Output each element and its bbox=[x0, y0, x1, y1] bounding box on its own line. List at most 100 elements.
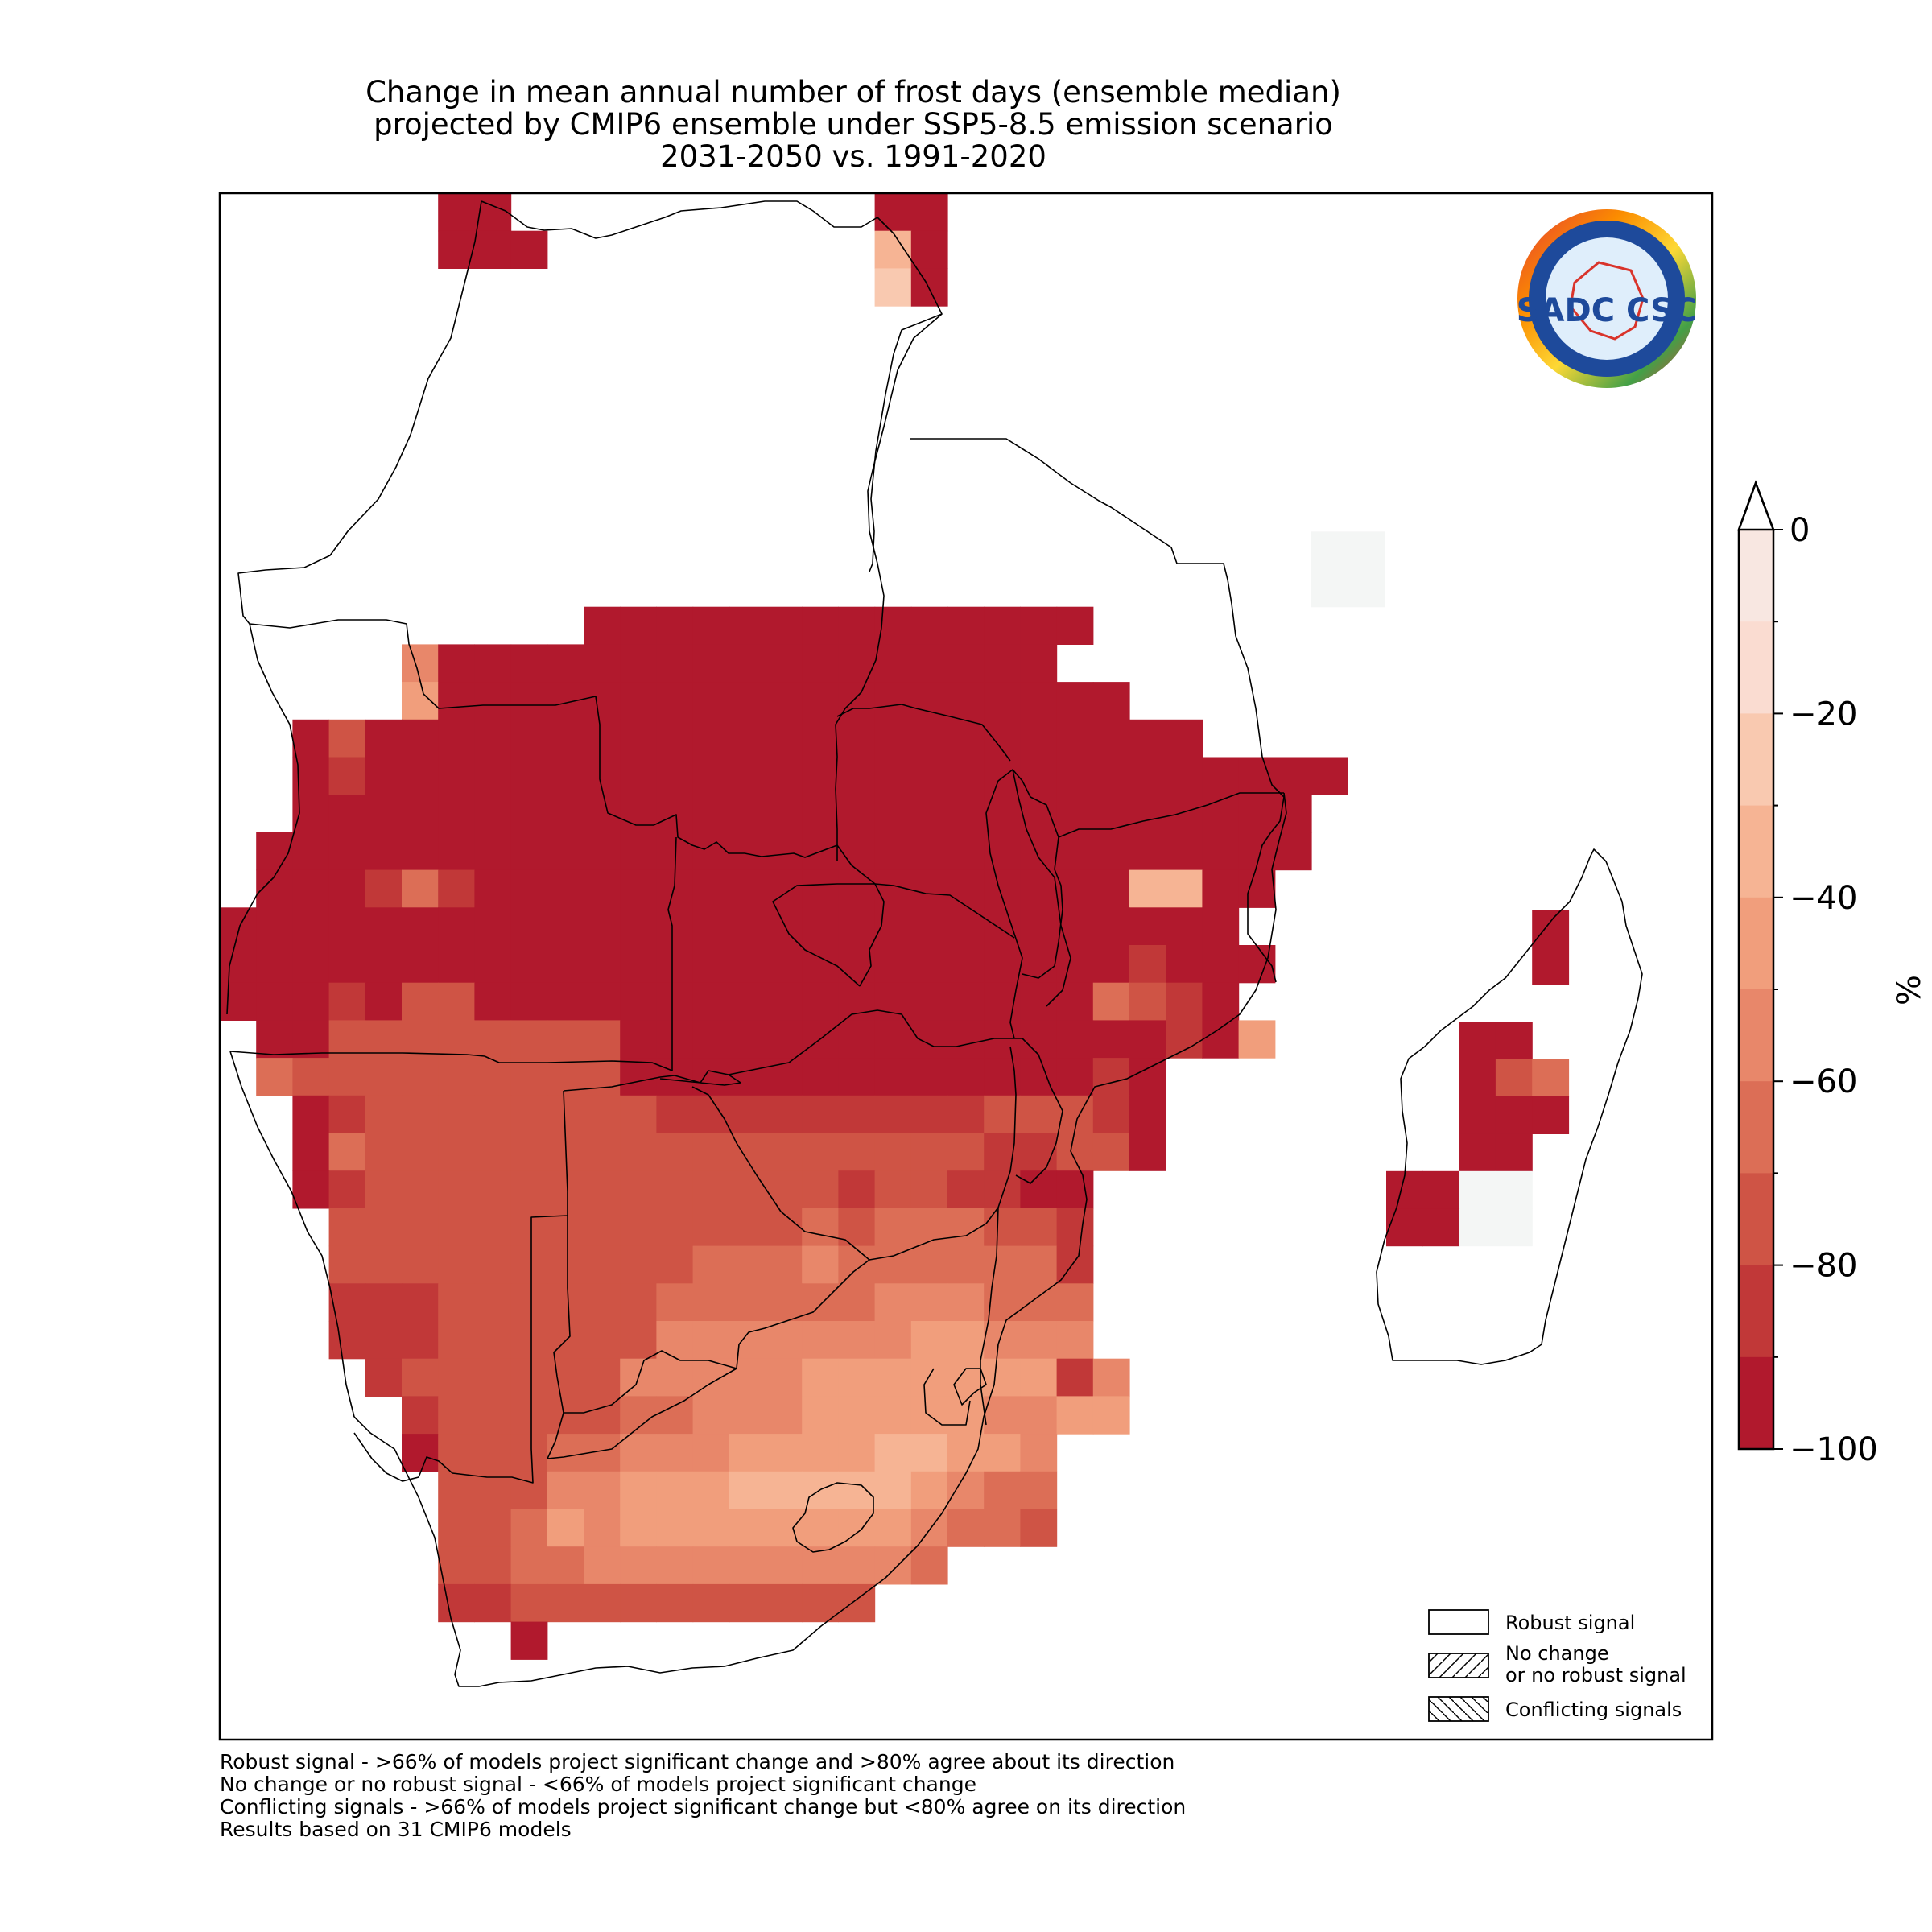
mozambique-coast bbox=[996, 792, 1287, 1361]
west-coast-north bbox=[237, 200, 482, 625]
grid-cell bbox=[838, 832, 876, 871]
grid-cell bbox=[402, 907, 439, 946]
grid-cell bbox=[947, 1283, 985, 1322]
grid-cell bbox=[620, 1095, 657, 1134]
grid-cell bbox=[1092, 719, 1130, 758]
grid-cell bbox=[328, 907, 366, 946]
grid-cell bbox=[984, 1509, 1021, 1547]
grid-cell bbox=[910, 757, 948, 795]
grid-cell bbox=[547, 1434, 584, 1472]
grid-cell bbox=[220, 945, 257, 984]
grid-cell bbox=[838, 1396, 876, 1435]
colorbar: 0 −20 −40 −60 −80 −100 % bbox=[1737, 480, 1928, 1468]
madagascar-grid-cell bbox=[1495, 1170, 1533, 1209]
grid-cell bbox=[292, 1058, 330, 1096]
grid-cell bbox=[584, 832, 621, 871]
grid-cell bbox=[874, 1509, 912, 1547]
grid-cell bbox=[947, 1133, 985, 1171]
grid-cell bbox=[984, 682, 1021, 720]
grid-cell bbox=[1092, 945, 1130, 984]
grid-cell bbox=[874, 1245, 912, 1284]
grid-cell bbox=[328, 1245, 366, 1284]
grid-cell bbox=[1020, 1020, 1058, 1059]
grid-cell bbox=[729, 945, 766, 984]
grid-cell bbox=[328, 795, 366, 833]
grid-cell bbox=[874, 1396, 912, 1435]
grid-cell bbox=[802, 1434, 839, 1472]
grid-cell bbox=[1311, 757, 1348, 795]
footnote-conflicting: Conflicting signals - >66% of models pro… bbox=[220, 1795, 1187, 1818]
grid-cell bbox=[510, 1058, 548, 1096]
grid-cell bbox=[656, 1396, 694, 1435]
grid-cell bbox=[874, 193, 912, 232]
grid-cell bbox=[1020, 832, 1058, 871]
grid-cell bbox=[292, 1170, 330, 1209]
grid-cell bbox=[838, 1434, 876, 1472]
grid-cell bbox=[510, 795, 548, 833]
grid-cell bbox=[438, 193, 475, 232]
caprivi-strip bbox=[563, 1070, 741, 1092]
grid-cell bbox=[438, 1283, 475, 1322]
colorbar-extend-arrow bbox=[1737, 480, 1775, 531]
grid-cell bbox=[1020, 1283, 1058, 1322]
grid-cell bbox=[802, 1208, 839, 1247]
grid-cell bbox=[438, 1095, 475, 1134]
grid-cell bbox=[692, 1245, 730, 1284]
grid-cell bbox=[802, 907, 839, 946]
grid-cell bbox=[910, 1471, 948, 1510]
colorbar-bin bbox=[1739, 621, 1773, 714]
grid-cell bbox=[365, 1321, 402, 1360]
grid-cell bbox=[910, 869, 948, 908]
grid-cell bbox=[510, 1170, 548, 1209]
grid-cell bbox=[984, 1434, 1021, 1472]
grid-cell bbox=[1166, 832, 1203, 871]
grid-cell bbox=[328, 1321, 366, 1360]
grid-cell bbox=[766, 1396, 803, 1435]
grid-cell bbox=[438, 1471, 475, 1510]
grid-cell bbox=[874, 1283, 912, 1322]
grid-cell bbox=[510, 230, 548, 269]
grid-cell bbox=[692, 1434, 730, 1472]
grid-cell bbox=[328, 1095, 366, 1134]
grid-cell bbox=[766, 606, 803, 645]
grid-cell bbox=[510, 1020, 548, 1059]
grid-cell bbox=[692, 1208, 730, 1247]
grid-cell bbox=[766, 869, 803, 908]
grid-cell bbox=[910, 268, 948, 307]
grid-cell bbox=[365, 1133, 402, 1171]
grid-cell bbox=[1020, 1358, 1058, 1397]
grid-cell bbox=[1166, 757, 1203, 795]
grid-cell bbox=[292, 1020, 330, 1059]
grid-cell bbox=[474, 1283, 512, 1322]
grid-cell bbox=[474, 795, 512, 833]
mozambique-malawi-border bbox=[1015, 1038, 1063, 1184]
grid-cell bbox=[1092, 757, 1130, 795]
grid-cell bbox=[474, 869, 512, 908]
grid-cell bbox=[402, 1058, 439, 1096]
madagascar-grid-cell bbox=[1459, 1059, 1496, 1097]
grid-cell bbox=[328, 832, 366, 871]
grid-cell bbox=[1166, 869, 1203, 908]
grid-cell bbox=[402, 1208, 439, 1247]
grid-cell bbox=[438, 682, 475, 720]
grid-cell bbox=[510, 1283, 548, 1322]
grid-cell bbox=[584, 606, 621, 645]
grid-cell bbox=[256, 832, 293, 871]
grid-cell bbox=[1092, 1058, 1130, 1096]
grid-cell bbox=[510, 1321, 548, 1360]
colorbar-bin bbox=[1739, 805, 1773, 898]
grid-cell bbox=[802, 1583, 839, 1623]
madagascar-grid-cell bbox=[1532, 947, 1570, 985]
grid-cell bbox=[947, 1095, 985, 1134]
grid-cell bbox=[656, 945, 694, 984]
grid-cell bbox=[474, 907, 512, 946]
grid-cell bbox=[1311, 569, 1348, 608]
grid-cell bbox=[838, 1509, 876, 1547]
grid-cell bbox=[510, 1621, 548, 1660]
grid-cell bbox=[692, 1471, 730, 1510]
grid-cell bbox=[1056, 1283, 1094, 1322]
grid-cell bbox=[584, 1321, 621, 1360]
grid-cell bbox=[729, 982, 766, 1021]
grid-cell bbox=[729, 1020, 766, 1059]
grid-cell bbox=[947, 1434, 985, 1472]
